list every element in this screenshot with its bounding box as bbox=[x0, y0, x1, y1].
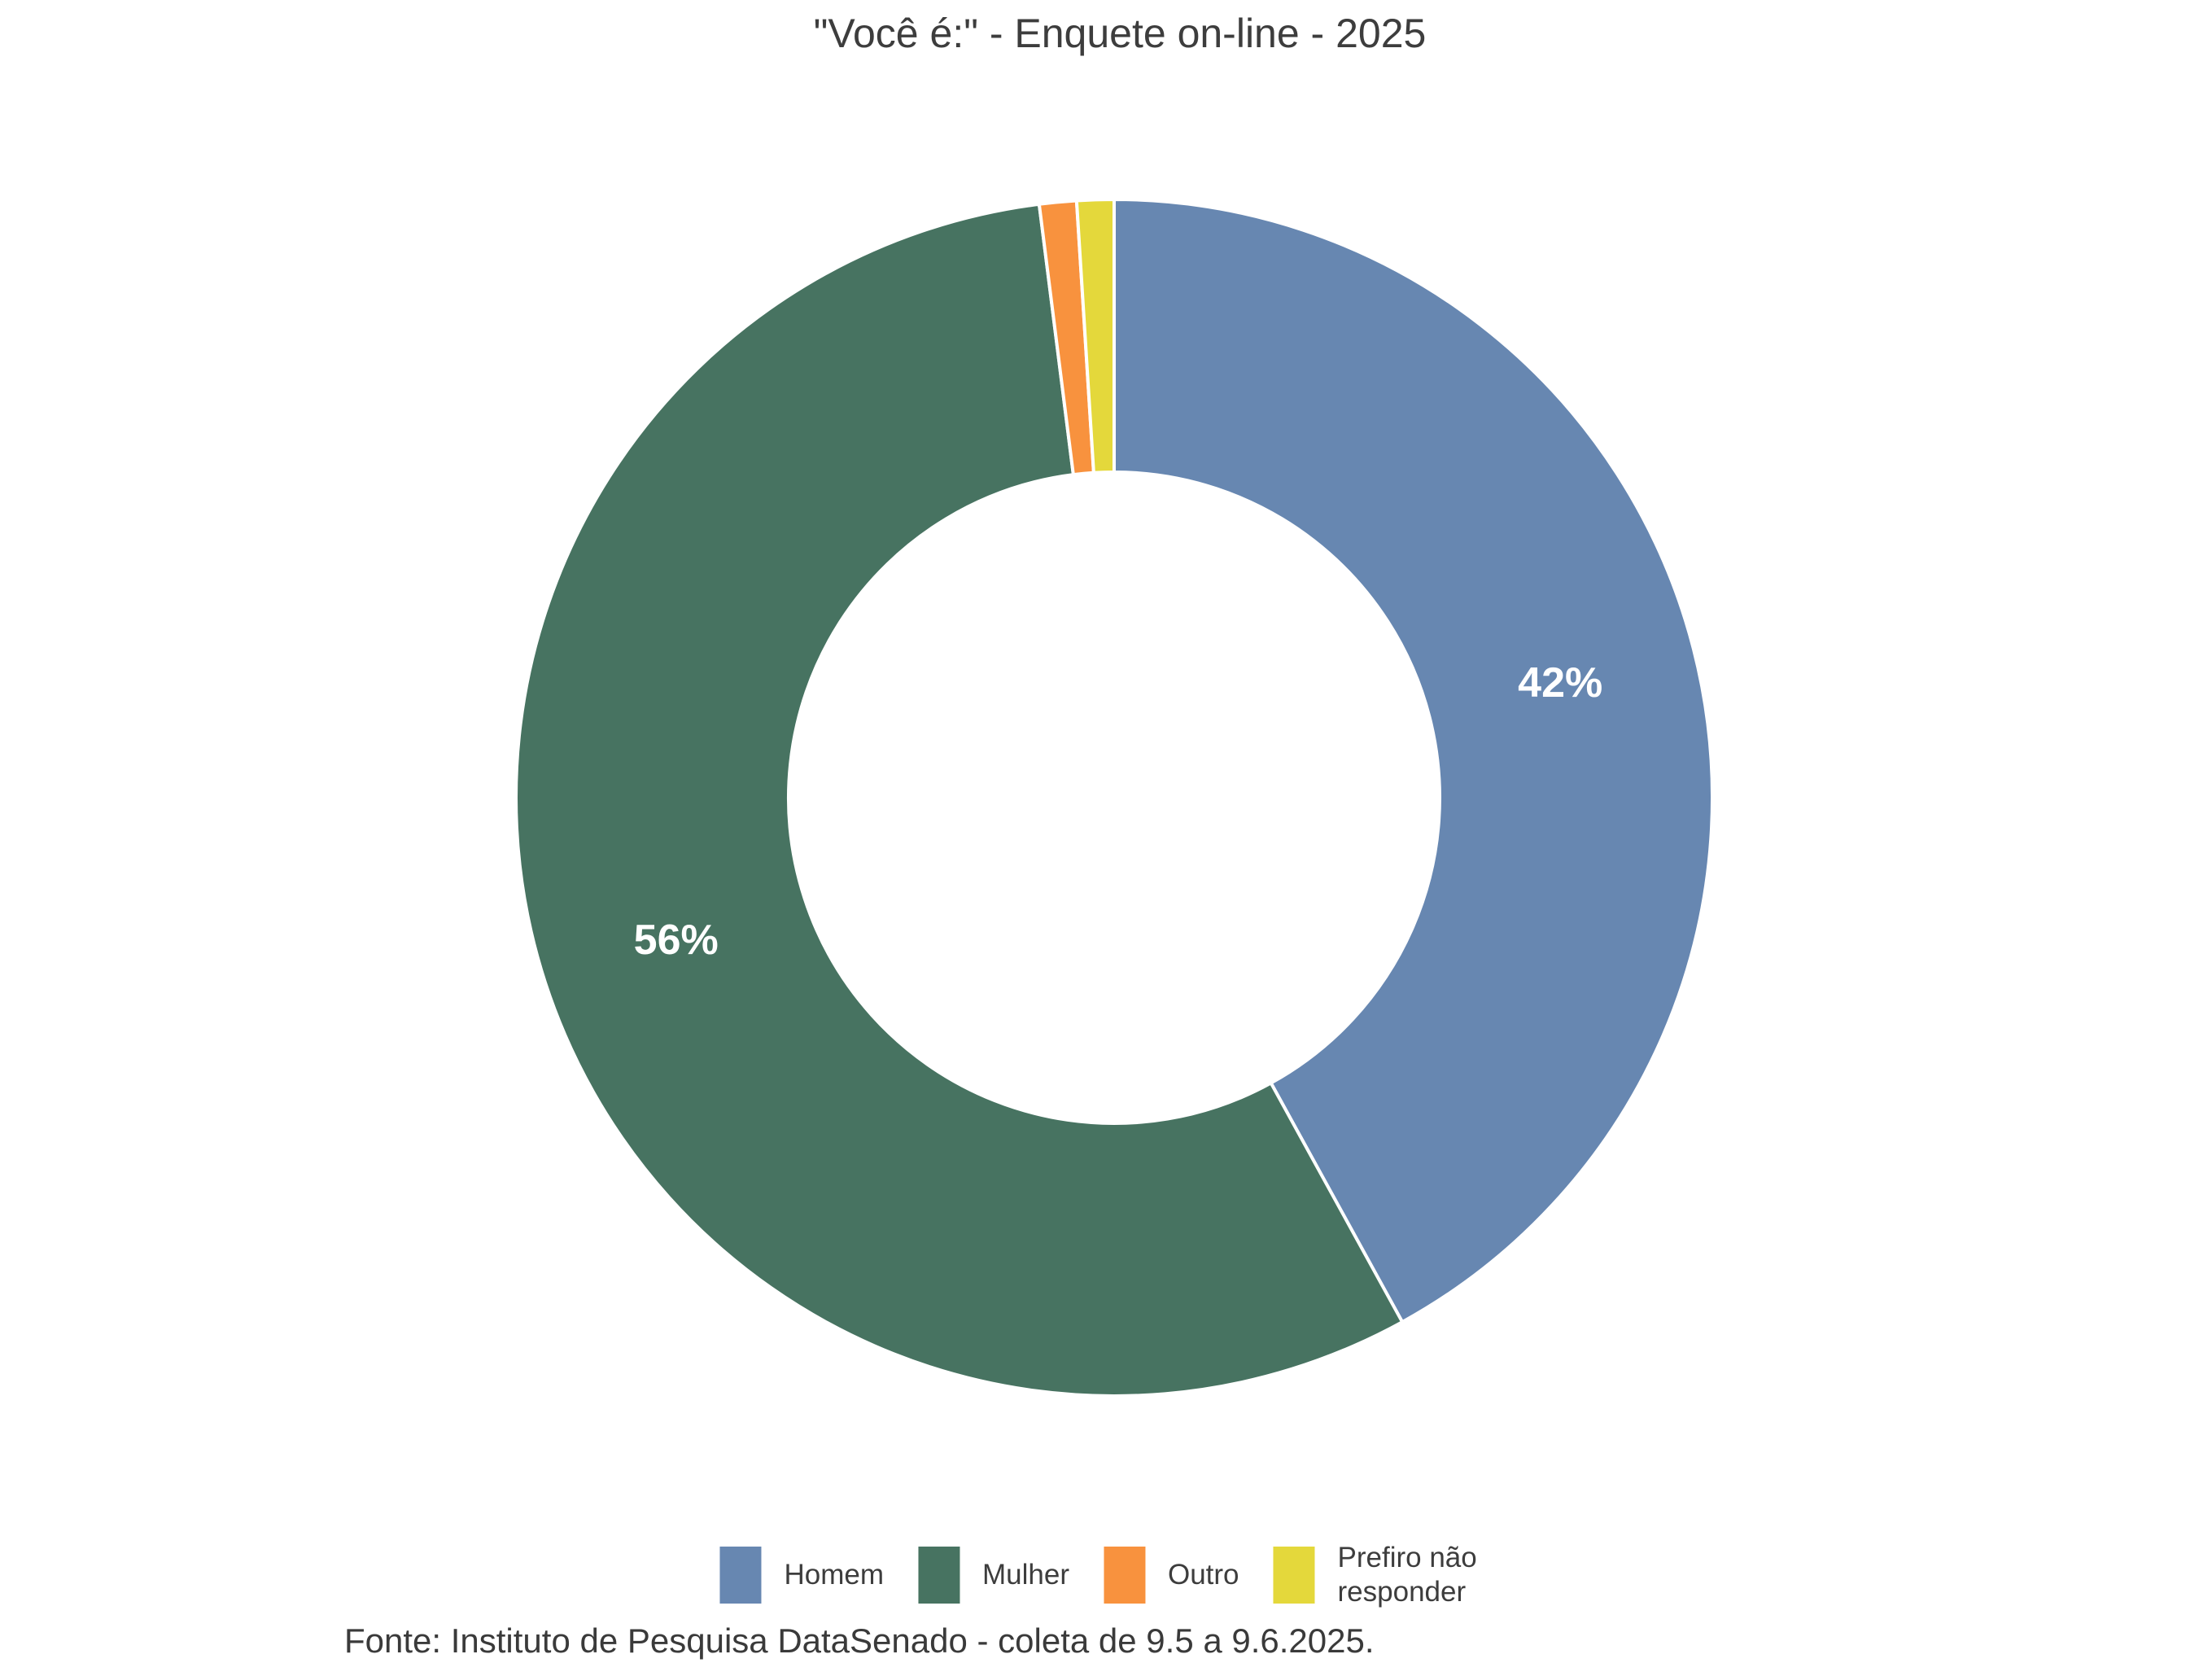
slice-prefiro-nao-responder bbox=[1074, 198, 1116, 475]
slice-label-mulher: 56% bbox=[634, 917, 719, 964]
legend-label-homem: Homem bbox=[784, 1559, 884, 1591]
legend-swatch-mulher bbox=[918, 1547, 960, 1604]
legend-item-outro: Outro bbox=[1103, 1547, 1239, 1604]
legend-label-mulher: Mulher bbox=[982, 1559, 1069, 1591]
slice-homem bbox=[1113, 198, 1714, 1324]
donut-chart: 42% 56% bbox=[504, 187, 1725, 1408]
slice-mulher bbox=[514, 202, 1405, 1398]
slice-label-homem: 42% bbox=[1518, 659, 1602, 707]
donut-chart-svg: 42% 56% bbox=[514, 198, 1714, 1398]
legend-label-prefiro-nao-responder: Prefiro não responder bbox=[1337, 1542, 1477, 1608]
legend-item-homem: Homem bbox=[719, 1547, 884, 1604]
legend-item-prefiro-nao-responder: Prefiro não responder bbox=[1273, 1541, 1509, 1609]
legend-label-outro: Outro bbox=[1167, 1559, 1239, 1591]
legend-swatch-outro bbox=[1103, 1547, 1145, 1604]
source-note: Fonte: Instituto de Pesquisa DataSenado … bbox=[344, 1621, 1375, 1660]
chart-title: "Você é:" - Enquete on-line - 2025 bbox=[813, 11, 1427, 56]
legend: Homem Mulher Outro Prefiro não responder bbox=[719, 1541, 1508, 1609]
legend-swatch-homem bbox=[719, 1547, 762, 1604]
legend-item-mulher: Mulher bbox=[918, 1547, 1069, 1604]
legend-swatch-prefiro-nao-responder bbox=[1273, 1547, 1315, 1604]
